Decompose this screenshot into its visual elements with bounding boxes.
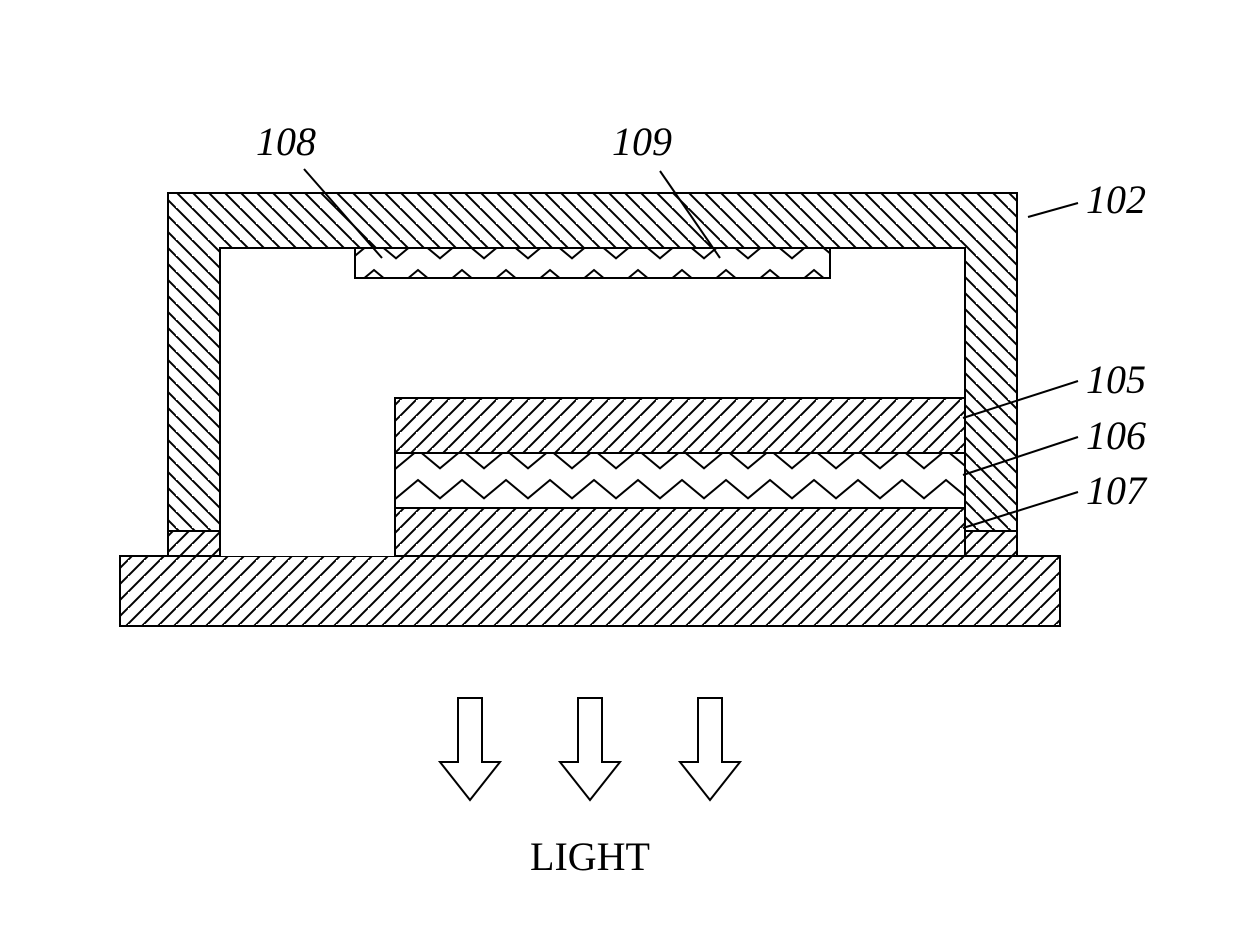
spacer-left <box>168 531 220 556</box>
arrow-3 <box>680 698 740 800</box>
label-102: 102 <box>1086 177 1146 222</box>
arrow-1 <box>440 698 500 800</box>
spacer-right <box>965 531 1017 556</box>
label-109: 109 <box>612 119 672 164</box>
base-slab <box>120 556 1060 626</box>
label-108: 108 <box>256 119 316 164</box>
diagram: 108 109 102 105 106 107 LIGHT <box>0 0 1240 932</box>
layer-105 <box>395 398 965 453</box>
label-105: 105 <box>1086 357 1146 402</box>
leader-102 <box>1028 203 1078 217</box>
label-light: LIGHT <box>530 834 650 879</box>
light-arrows <box>440 698 740 800</box>
layer-109 <box>355 248 830 278</box>
label-107: 107 <box>1086 468 1148 513</box>
layer-107 <box>395 508 965 556</box>
layer-106 <box>395 453 965 508</box>
arrow-2 <box>560 698 620 800</box>
label-106: 106 <box>1086 413 1146 458</box>
